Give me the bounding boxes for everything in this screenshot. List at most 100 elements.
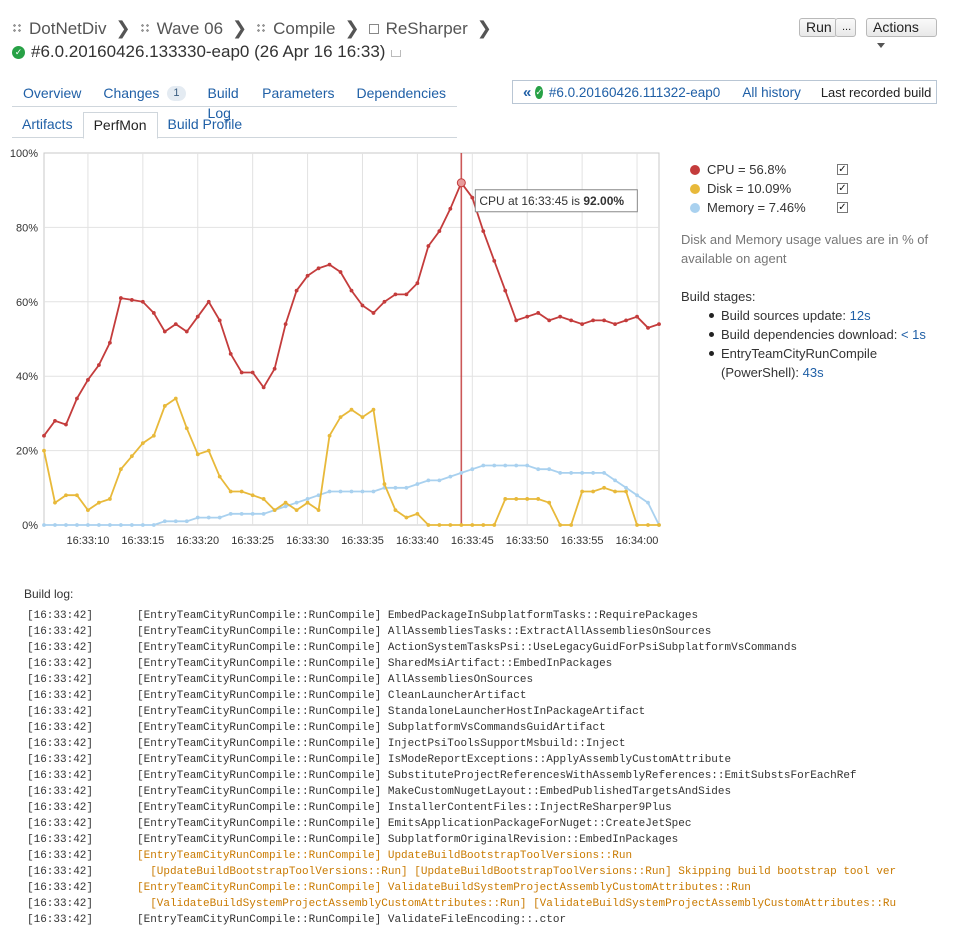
stage-time-link[interactable]: < 1s: [900, 327, 926, 342]
y-tick-label: 60%: [16, 297, 38, 309]
data-point-memory: [415, 482, 420, 486]
breadcrumb-label[interactable]: Wave 06: [156, 18, 224, 38]
tooltip-box: [474, 189, 638, 213]
data-point-disk: [646, 523, 650, 527]
chevron-right-icon: ❯: [232, 18, 248, 38]
breadcrumb-label[interactable]: DotNetDiv: [29, 18, 107, 38]
build-title: ✓ #6.0.20160426.133330-eap0 (26 Apr 16 1…: [12, 42, 402, 62]
log-message: [EntryTeamCityRunCompile::RunCompile] Su…: [137, 834, 679, 846]
previous-build-icon[interactable]: «: [523, 83, 532, 101]
data-point-memory: [404, 485, 409, 490]
breadcrumb-label[interactable]: ReSharper: [385, 18, 468, 38]
cpu-checkbox[interactable]: ✓: [837, 164, 848, 175]
log-message: [EntryTeamCityRunCompile::RunCompile] Va…: [137, 914, 567, 926]
breadcrumb-item-subproject[interactable]: Wave 06: [139, 18, 224, 39]
log-message: [EntryTeamCityRunCompile::RunCompile] Su…: [137, 770, 857, 782]
stage-time-link[interactable]: 43s: [802, 365, 824, 380]
data-point-disk: [107, 497, 112, 501]
all-history-link[interactable]: All history: [742, 84, 801, 100]
data-point-disk: [118, 467, 123, 472]
last-recorded-build-label: Last recorded build: [820, 84, 932, 100]
tab-label[interactable]: Overview: [23, 85, 82, 101]
data-point-cpu: [261, 385, 266, 390]
data-point-disk: [53, 500, 57, 505]
changes-count-badge: 1: [167, 86, 186, 101]
log-line: [16:33:42] [EntryTeamCityRunCompile::RunC…: [27, 624, 953, 640]
legend-label: Disk = 10.09%: [707, 181, 792, 196]
data-point-memory: [525, 463, 530, 468]
actions-label[interactable]: Actions: [873, 19, 919, 35]
data-point-disk: [569, 523, 574, 527]
tab-parameters[interactable]: Parameters: [251, 83, 345, 106]
breadcrumb-item-buildconfig[interactable]: ReSharper: [368, 18, 468, 39]
tab-dependencies[interactable]: Dependencies: [345, 83, 457, 106]
tab-build-profile[interactable]: Build Profile: [167, 116, 243, 132]
x-tick-label: 16:33:55: [561, 535, 604, 547]
data-point-memory: [42, 523, 46, 527]
tab-overview[interactable]: Overview: [12, 83, 92, 106]
breadcrumb-item-compile[interactable]: Compile: [256, 19, 335, 39]
tab-label[interactable]: Changes: [103, 85, 160, 101]
x-tick-label: 16:33:10: [67, 535, 110, 547]
log-line: [16:33:42] [EntryTeamCityRunCompile::RunC…: [27, 848, 953, 864]
data-point-memory: [184, 519, 189, 524]
data-point-cpu: [371, 311, 376, 315]
x-tick-label: 16:33:40: [396, 535, 439, 547]
run-button[interactable]: Run: [799, 18, 837, 37]
data-point-cpu: [338, 270, 343, 274]
log-timestamp: [16:33:42]: [27, 818, 94, 830]
previous-build-link[interactable]: #6.0.20160426.111322-eap0: [548, 84, 721, 100]
tab-perfmon[interactable]: PerfMon: [82, 112, 158, 139]
build-number: #6.0.20160426.133330-eap0 (26 Apr 16 16:…: [31, 42, 386, 61]
stage-time-link[interactable]: 12s: [849, 308, 871, 323]
data-point-memory: [514, 463, 519, 468]
log-message: [EntryTeamCityRunCompile::RunCompile] St…: [137, 706, 646, 718]
data-point-disk: [228, 489, 233, 494]
tab-changes[interactable]: Changes 1: [92, 83, 196, 106]
build-stages-list: Build sources update: 12s Build dependen…: [681, 306, 941, 382]
tab-label[interactable]: Dependencies: [356, 85, 446, 101]
tab-label[interactable]: Build Log: [207, 85, 239, 121]
data-point-memory: [459, 471, 464, 475]
actions-button[interactable]: Actions: [866, 18, 937, 48]
data-point-memory: [492, 463, 497, 468]
log-line: [16:33:42] [EntryTeamCityRunCompile::RunC…: [27, 880, 953, 896]
chevron-right-icon: ❯: [344, 18, 360, 38]
build-log: [16:33:42][EntryTeamCityRunCompile::RunC…: [27, 608, 953, 928]
tab-build-log[interactable]: Build Log: [197, 83, 252, 121]
data-point-memory: [338, 489, 343, 494]
chevron-right-icon[interactable]: ❯: [476, 18, 492, 38]
log-message: [EntryTeamCityRunCompile::RunCompile] Sh…: [137, 658, 613, 670]
data-point-cpu: [657, 322, 661, 327]
log-timestamp: [16:33:42]: [27, 754, 94, 766]
data-point-memory: [140, 523, 145, 527]
tooltip-value: 92.00%: [583, 194, 624, 208]
data-point-cpu: [250, 370, 255, 375]
data-point-cpu: [184, 329, 189, 334]
data-point-memory: [613, 478, 617, 483]
breadcrumb-label[interactable]: Compile: [273, 18, 336, 38]
tab-artifacts[interactable]: Artifacts: [22, 116, 73, 132]
build-config-icon: [368, 23, 379, 34]
chart-legend: CPU = 56.8% ✓ Disk = 10.09% ✓ Memory = 7…: [690, 160, 850, 217]
stage-item: EntryTeamCityRunCompile (PowerShell): 43…: [709, 344, 941, 382]
data-point-memory: [536, 467, 541, 472]
log-message: [EntryTeamCityRunCompile::RunCompile] Cl…: [137, 690, 527, 702]
tab-label[interactable]: Parameters: [262, 85, 335, 101]
y-tick-label: 0%: [22, 520, 38, 532]
data-point-disk: [613, 489, 617, 494]
data-point-cpu: [239, 370, 244, 375]
data-point-cpu: [624, 318, 628, 323]
breadcrumb-item-project[interactable]: DotNetDiv: [12, 19, 106, 39]
memory-checkbox[interactable]: ✓: [837, 202, 848, 213]
build-menu-icon[interactable]: [391, 49, 402, 57]
data-point-cpu: [426, 244, 431, 248]
disk-checkbox[interactable]: ✓: [837, 183, 848, 194]
data-point-disk: [294, 508, 299, 513]
run-options-button[interactable]: ...: [835, 18, 856, 37]
log-timestamp: [16:33:42]: [27, 610, 94, 622]
perfmon-chart[interactable]: 0% 20% 40% 60% 80% 100% 16:33:10 16:33:15 16:33:…: [0, 140, 670, 560]
y-tick-label: 40%: [16, 371, 38, 383]
data-point-memory: [558, 471, 563, 475]
log-line: [16:33:42] [EntryTeamCityRunCompile::RunC…: [27, 832, 953, 848]
